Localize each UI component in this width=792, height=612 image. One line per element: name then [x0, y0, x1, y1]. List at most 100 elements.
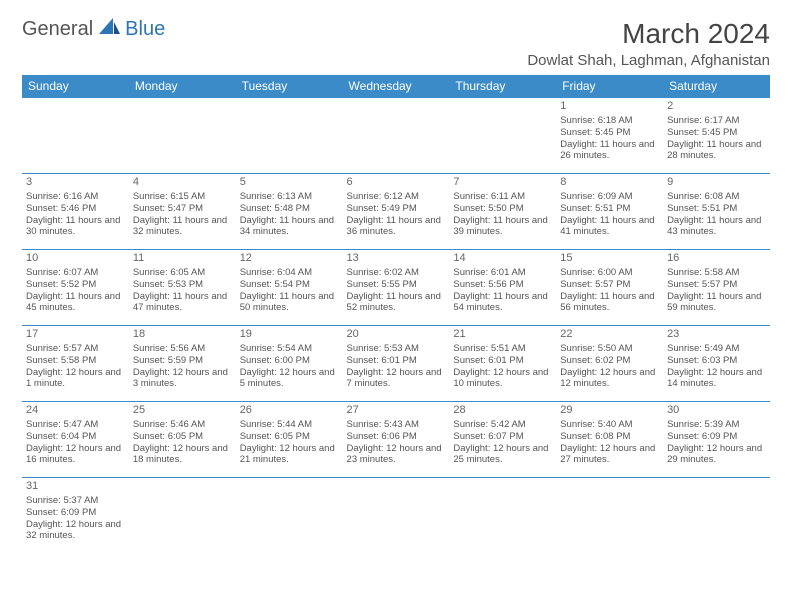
day-number: 5 [240, 176, 339, 190]
daylight-text: Daylight: 11 hours and 43 minutes. [667, 215, 766, 239]
daylight-text: Daylight: 11 hours and 59 minutes. [667, 291, 766, 315]
calendar-cell: 6Sunrise: 6:12 AMSunset: 5:49 PMDaylight… [343, 174, 450, 250]
sunrise-text: Sunrise: 6:05 AM [133, 267, 232, 279]
calendar-cell: 28Sunrise: 5:42 AMSunset: 6:07 PMDayligh… [449, 402, 556, 478]
calendar-cell [449, 478, 556, 554]
day-header-row: SundayMondayTuesdayWednesdayThursdayFrid… [22, 75, 770, 98]
sunrise-text: Sunrise: 6:07 AM [26, 267, 125, 279]
calendar-cell: 31Sunrise: 5:37 AMSunset: 6:09 PMDayligh… [22, 478, 129, 554]
calendar-body: 1Sunrise: 6:18 AMSunset: 5:45 PMDaylight… [22, 98, 770, 554]
sunset-text: Sunset: 5:50 PM [453, 203, 552, 215]
sunset-text: Sunset: 5:51 PM [667, 203, 766, 215]
sunrise-text: Sunrise: 6:17 AM [667, 115, 766, 127]
sunset-text: Sunset: 6:03 PM [667, 355, 766, 367]
sunset-text: Sunset: 5:48 PM [240, 203, 339, 215]
daylight-text: Daylight: 11 hours and 28 minutes. [667, 139, 766, 163]
calendar-cell: 5Sunrise: 6:13 AMSunset: 5:48 PMDaylight… [236, 174, 343, 250]
day-number: 16 [667, 252, 766, 266]
logo-sail-icon [97, 16, 121, 36]
daylight-text: Daylight: 11 hours and 45 minutes. [26, 291, 125, 315]
logo: General Blue [22, 18, 165, 41]
sunset-text: Sunset: 6:05 PM [133, 431, 232, 443]
sunset-text: Sunset: 5:55 PM [347, 279, 446, 291]
daylight-text: Daylight: 12 hours and 14 minutes. [667, 367, 766, 391]
day-number: 1 [560, 100, 659, 114]
daylight-text: Daylight: 11 hours and 39 minutes. [453, 215, 552, 239]
day-number: 27 [347, 404, 446, 418]
calendar-cell: 10Sunrise: 6:07 AMSunset: 5:52 PMDayligh… [22, 250, 129, 326]
sunset-text: Sunset: 6:05 PM [240, 431, 339, 443]
sunrise-text: Sunrise: 5:44 AM [240, 419, 339, 431]
calendar-table: SundayMondayTuesdayWednesdayThursdayFrid… [22, 75, 770, 554]
calendar-cell: 14Sunrise: 6:01 AMSunset: 5:56 PMDayligh… [449, 250, 556, 326]
sunset-text: Sunset: 5:51 PM [560, 203, 659, 215]
title-block: March 2024 Dowlat Shah, Laghman, Afghani… [527, 18, 770, 69]
sunrise-text: Sunrise: 5:49 AM [667, 343, 766, 355]
calendar-cell: 21Sunrise: 5:51 AMSunset: 6:01 PMDayligh… [449, 326, 556, 402]
calendar-cell: 18Sunrise: 5:56 AMSunset: 5:59 PMDayligh… [129, 326, 236, 402]
calendar-cell: 9Sunrise: 6:08 AMSunset: 5:51 PMDaylight… [663, 174, 770, 250]
daylight-text: Daylight: 11 hours and 54 minutes. [453, 291, 552, 315]
sunset-text: Sunset: 6:09 PM [667, 431, 766, 443]
day-number: 9 [667, 176, 766, 190]
daylight-text: Daylight: 12 hours and 10 minutes. [453, 367, 552, 391]
day-number: 17 [26, 328, 125, 342]
sunrise-text: Sunrise: 6:11 AM [453, 191, 552, 203]
day-header: Wednesday [343, 75, 450, 98]
calendar-cell: 7Sunrise: 6:11 AMSunset: 5:50 PMDaylight… [449, 174, 556, 250]
logo-text-blue: Blue [125, 18, 165, 41]
sunset-text: Sunset: 6:02 PM [560, 355, 659, 367]
sunrise-text: Sunrise: 6:16 AM [26, 191, 125, 203]
daylight-text: Daylight: 12 hours and 29 minutes. [667, 443, 766, 467]
day-header: Saturday [663, 75, 770, 98]
day-header: Sunday [22, 75, 129, 98]
day-number: 25 [133, 404, 232, 418]
sunset-text: Sunset: 6:00 PM [240, 355, 339, 367]
calendar-cell [236, 98, 343, 174]
calendar-cell [556, 478, 663, 554]
day-header: Friday [556, 75, 663, 98]
day-number: 12 [240, 252, 339, 266]
sunrise-text: Sunrise: 5:50 AM [560, 343, 659, 355]
calendar-cell: 8Sunrise: 6:09 AMSunset: 5:51 PMDaylight… [556, 174, 663, 250]
day-number: 21 [453, 328, 552, 342]
sunset-text: Sunset: 5:57 PM [667, 279, 766, 291]
daylight-text: Daylight: 11 hours and 36 minutes. [347, 215, 446, 239]
calendar-cell: 3Sunrise: 6:16 AMSunset: 5:46 PMDaylight… [22, 174, 129, 250]
day-header: Monday [129, 75, 236, 98]
sunset-text: Sunset: 6:04 PM [26, 431, 125, 443]
sunrise-text: Sunrise: 5:47 AM [26, 419, 125, 431]
sunset-text: Sunset: 6:01 PM [453, 355, 552, 367]
sunset-text: Sunset: 5:58 PM [26, 355, 125, 367]
day-number: 20 [347, 328, 446, 342]
daylight-text: Daylight: 12 hours and 21 minutes. [240, 443, 339, 467]
day-number: 24 [26, 404, 125, 418]
calendar-cell: 1Sunrise: 6:18 AMSunset: 5:45 PMDaylight… [556, 98, 663, 174]
calendar-cell: 16Sunrise: 5:58 AMSunset: 5:57 PMDayligh… [663, 250, 770, 326]
day-number: 13 [347, 252, 446, 266]
calendar-cell: 29Sunrise: 5:40 AMSunset: 6:08 PMDayligh… [556, 402, 663, 478]
day-header: Tuesday [236, 75, 343, 98]
daylight-text: Daylight: 12 hours and 32 minutes. [26, 519, 125, 543]
daylight-text: Daylight: 11 hours and 34 minutes. [240, 215, 339, 239]
day-number: 7 [453, 176, 552, 190]
day-number: 19 [240, 328, 339, 342]
sunset-text: Sunset: 5:59 PM [133, 355, 232, 367]
day-number: 10 [26, 252, 125, 266]
sunset-text: Sunset: 6:08 PM [560, 431, 659, 443]
sunrise-text: Sunrise: 6:04 AM [240, 267, 339, 279]
calendar-cell: 11Sunrise: 6:05 AMSunset: 5:53 PMDayligh… [129, 250, 236, 326]
sunrise-text: Sunrise: 5:57 AM [26, 343, 125, 355]
day-number: 11 [133, 252, 232, 266]
sunrise-text: Sunrise: 5:40 AM [560, 419, 659, 431]
daylight-text: Daylight: 11 hours and 52 minutes. [347, 291, 446, 315]
calendar-row: 1Sunrise: 6:18 AMSunset: 5:45 PMDaylight… [22, 98, 770, 174]
sunset-text: Sunset: 5:49 PM [347, 203, 446, 215]
calendar-cell: 2Sunrise: 6:17 AMSunset: 5:45 PMDaylight… [663, 98, 770, 174]
sunset-text: Sunset: 5:47 PM [133, 203, 232, 215]
calendar-cell: 12Sunrise: 6:04 AMSunset: 5:54 PMDayligh… [236, 250, 343, 326]
day-number: 4 [133, 176, 232, 190]
day-number: 14 [453, 252, 552, 266]
calendar-cell: 26Sunrise: 5:44 AMSunset: 6:05 PMDayligh… [236, 402, 343, 478]
sunset-text: Sunset: 6:07 PM [453, 431, 552, 443]
